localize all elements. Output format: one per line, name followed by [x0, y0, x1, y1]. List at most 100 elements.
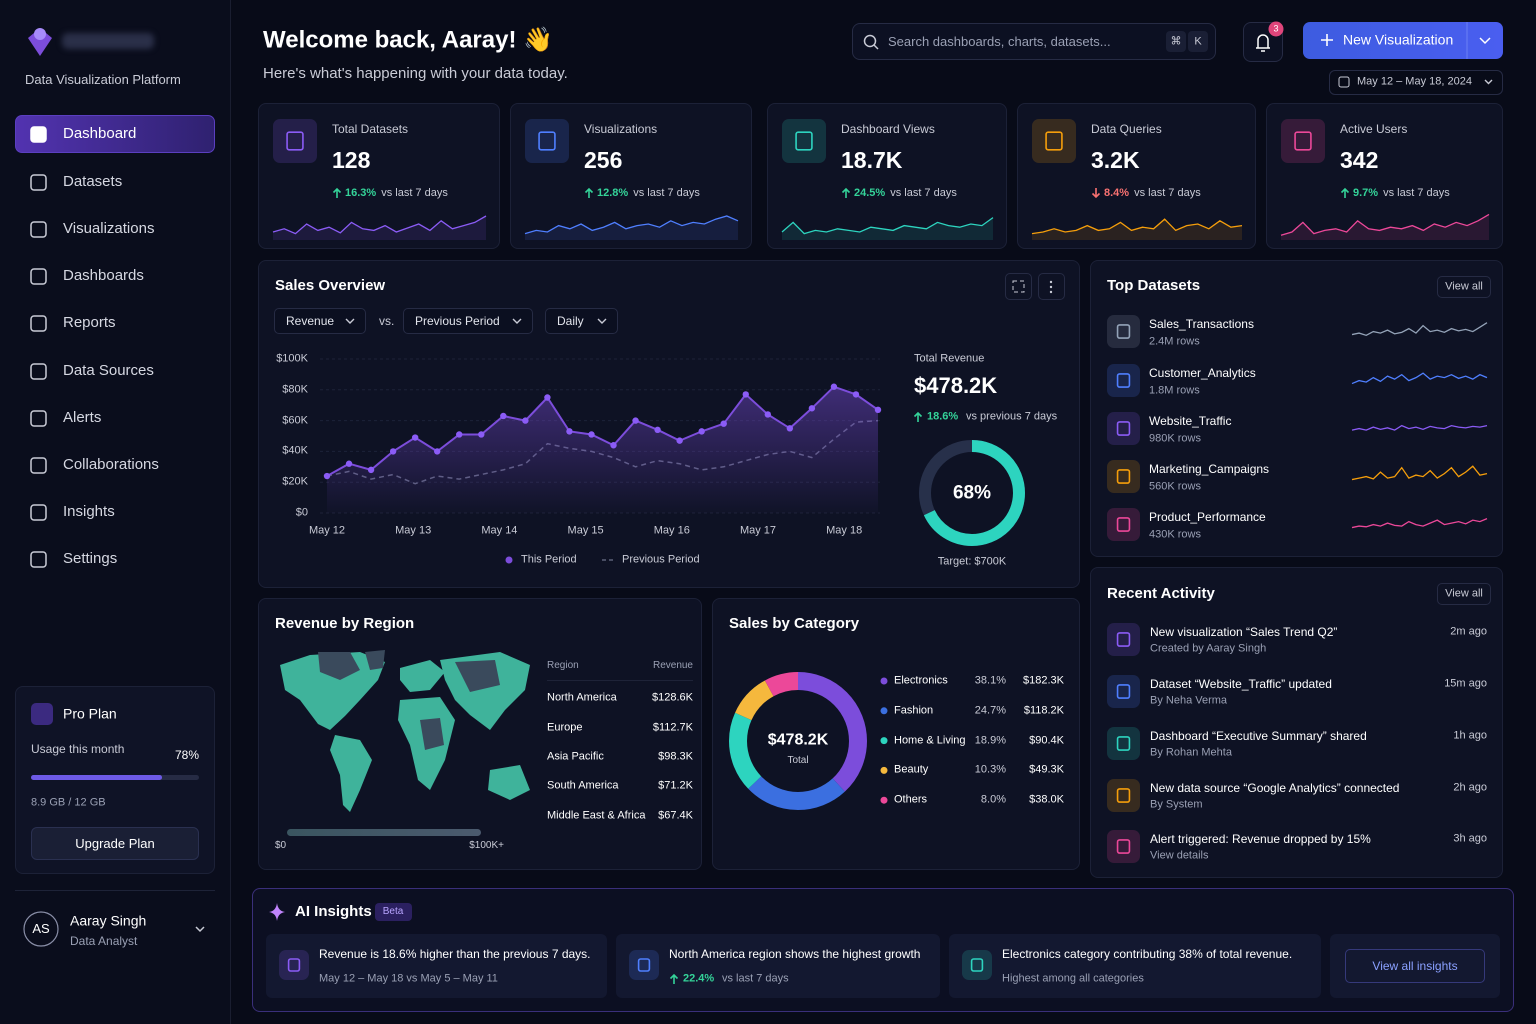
donut-segment — [729, 672, 867, 810]
top-datasets-card — [1090, 260, 1503, 557]
upgrade-button[interactable] — [31, 827, 199, 860]
beta-label: Beta — [382, 906, 404, 917]
bell-icon — [1256, 34, 1270, 52]
dropdown-label[interactable]: Revenue — [286, 313, 335, 328]
nav-icon — [30, 315, 47, 332]
region-name: Middle East & Africa — [547, 809, 646, 822]
nav-item[interactable]: Alerts — [63, 409, 102, 426]
nav-item[interactable]: Reports — [63, 314, 116, 331]
dropdown-label[interactable]: Previous Period — [415, 313, 500, 328]
more-dot — [1049, 290, 1053, 294]
sparkline — [272, 215, 487, 235]
series-line — [326, 385, 879, 477]
trend-arrow — [584, 187, 594, 198]
map-region — [420, 718, 444, 750]
nav-icon — [30, 268, 47, 285]
kpi-value: 18.7K — [841, 147, 903, 174]
usage-label: Usage this month — [31, 741, 125, 756]
badge — [1268, 21, 1284, 37]
dropdown-label[interactable]: Daily — [557, 313, 584, 328]
upgrade-label[interactable]: Upgrade Plan — [75, 836, 155, 852]
dropdown[interactable] — [274, 308, 366, 334]
view-insights-button[interactable] — [1345, 949, 1485, 983]
card-title: AI Insights — [295, 903, 372, 920]
nav-item[interactable]: Visualizations — [63, 220, 155, 237]
nav-item[interactable]: Dashboard — [63, 125, 137, 142]
nav-item[interactable]: Datasets — [63, 173, 123, 190]
legend-dot — [880, 796, 888, 804]
kpi-change: 16.3% — [345, 187, 377, 199]
chevron — [512, 318, 522, 324]
point — [874, 406, 882, 414]
sparkle-icon — [269, 903, 285, 921]
dataset-rows: 980K rows — [1149, 432, 1201, 445]
dataset-icon-bg — [1107, 315, 1140, 348]
date-range[interactable]: May 12 – May 18, 2024 — [1357, 75, 1472, 88]
target: Target: $700K — [937, 555, 1007, 568]
insights-button-area — [1330, 934, 1500, 998]
legend-dot — [880, 737, 888, 745]
kpi-card — [1017, 103, 1256, 249]
search-box[interactable] — [852, 23, 1216, 60]
card-title: Sales Overview — [275, 277, 386, 294]
new-viz-button[interactable] — [1303, 22, 1503, 59]
nav-item[interactable]: Insights — [63, 503, 115, 520]
icon-button[interactable] — [1038, 273, 1065, 300]
point — [522, 417, 529, 424]
point — [676, 437, 683, 444]
nav-item[interactable]: Settings — [63, 550, 118, 567]
avatar-initials: AS — [32, 921, 50, 937]
sparkline — [1280, 213, 1490, 236]
kpi-icon — [1045, 131, 1063, 151]
dataset-rows: 2.4M rows — [1149, 335, 1200, 348]
kpi-label: Visualizations — [584, 121, 658, 136]
calendar-icon — [1338, 76, 1350, 88]
dropdown[interactable] — [545, 308, 618, 334]
view-all[interactable] — [1437, 276, 1491, 298]
dropdown[interactable] — [403, 308, 533, 334]
gauge-label: 68% — [952, 482, 992, 504]
map-region — [280, 652, 385, 730]
sparkline — [1351, 372, 1488, 385]
dataset-icon — [1116, 373, 1131, 388]
nav-item[interactable]: Collaborations — [63, 456, 159, 473]
user-name: Aaray Singh — [70, 912, 147, 929]
search-placeholder: Search dashboards, charts, datasets... — [888, 34, 1111, 50]
scale-max: $100K+ — [469, 840, 504, 851]
region-name: Europe — [547, 721, 583, 734]
view-all-label[interactable]: View all — [1445, 280, 1483, 293]
donut-center-label: Total — [787, 755, 809, 766]
usage-percent: 78% — [174, 747, 199, 762]
activity-detail: Created by Aaray Singh — [1150, 642, 1267, 655]
point — [478, 431, 485, 438]
view-insights-label[interactable]: View all insights — [1372, 958, 1458, 973]
y-tick-label: $20K — [282, 475, 308, 488]
sparkline — [1351, 465, 1488, 481]
nav-item[interactable]: Data Sources — [63, 362, 154, 379]
point — [411, 434, 419, 441]
nav-icon — [30, 221, 47, 238]
region-revenue: $98.3K — [658, 750, 693, 763]
x-tick-label: May 13 — [395, 524, 432, 537]
activity-icon-bg — [1107, 779, 1140, 812]
category-name: Electronics — [894, 674, 948, 687]
activity-icon — [1116, 684, 1131, 699]
chevron — [1479, 37, 1491, 45]
view-all-label[interactable]: View all — [1445, 587, 1483, 600]
divider — [15, 890, 215, 891]
nav-item[interactable]: Dashboards — [63, 267, 144, 284]
date-box[interactable] — [1329, 70, 1503, 95]
column-header: Region — [547, 660, 579, 671]
kpi-card — [510, 103, 752, 249]
kpi-icon-bg — [1032, 119, 1076, 163]
activity-title: Dataset “Website_Traffic” updated — [1150, 676, 1332, 691]
new-viz-label[interactable]: New Visualization — [1343, 31, 1454, 48]
logo-dot — [34, 28, 46, 40]
point — [610, 442, 617, 449]
icon-button[interactable] — [1005, 273, 1032, 300]
usage-fill — [31, 775, 163, 780]
category-percent: 18.9% — [974, 734, 1006, 746]
category-percent: 10.3% — [974, 763, 1006, 776]
view-all[interactable] — [1437, 583, 1491, 605]
